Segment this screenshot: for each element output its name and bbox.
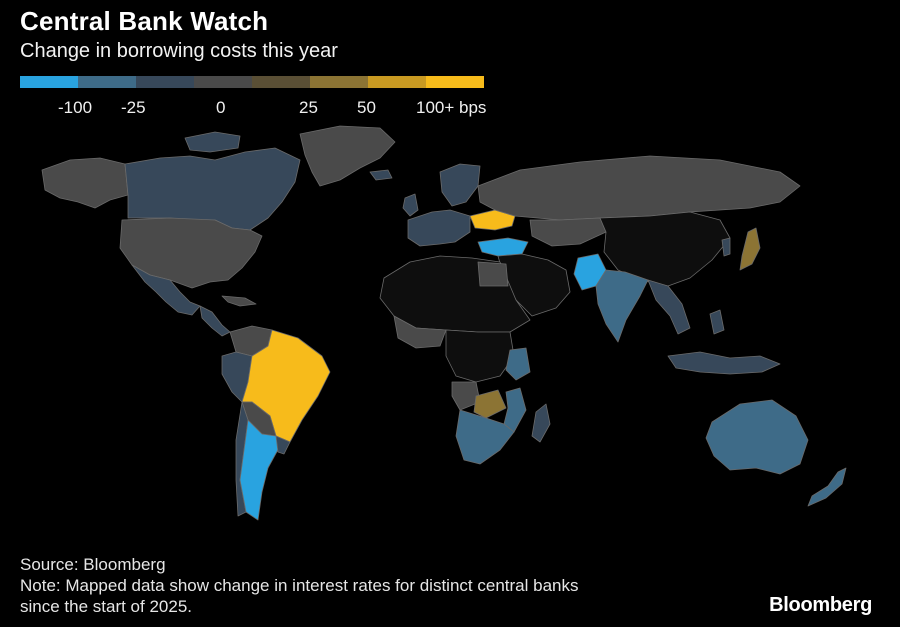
country-west-africa	[393, 315, 447, 349]
legend-swatch-2	[78, 76, 136, 88]
legend-swatch-8	[426, 76, 484, 88]
country-japan	[739, 227, 761, 271]
legend-label-25: 25	[299, 98, 318, 117]
bloomberg-logo: Bloomberg	[769, 594, 872, 616]
country-central-america	[199, 305, 231, 337]
country-korea	[721, 237, 731, 257]
country-scandinavia	[439, 163, 481, 207]
world-map	[41, 125, 847, 521]
legend-swatch-3	[136, 76, 194, 88]
country-china-mongolia	[599, 211, 731, 287]
country-russia	[477, 155, 801, 221]
legend-swatch-1	[20, 76, 78, 88]
country-southeast-asia	[647, 279, 691, 335]
legend-swatch-7	[368, 76, 426, 88]
legend-swatch-4	[194, 76, 252, 88]
country-uruguay	[275, 435, 291, 455]
country-caribbean	[221, 295, 257, 307]
footer-note-line-1: Note: Mapped data show change in interes…	[20, 576, 579, 595]
country-mexico	[131, 264, 201, 316]
country-central-africa	[445, 329, 515, 383]
country-greenland	[299, 125, 396, 187]
country-australia	[705, 399, 809, 475]
country-uk	[402, 193, 419, 217]
color-scale-legend	[20, 76, 484, 88]
country-iceland	[369, 169, 393, 181]
country-kenya	[505, 347, 531, 381]
country-western-europe	[407, 209, 471, 247]
chart-title: Central Bank Watch	[20, 6, 269, 36]
country-zambia	[473, 389, 507, 419]
country-philippines	[709, 309, 725, 335]
country-madagascar	[531, 403, 551, 443]
country-egypt	[477, 261, 509, 287]
chart-subtitle: Change in borrowing costs this year	[20, 40, 338, 62]
country-argentina	[239, 419, 281, 521]
country-angola	[451, 381, 481, 411]
legend-label-minus-100: -100	[58, 98, 93, 117]
country-alaska	[41, 157, 129, 209]
legend-label-50: 50	[357, 98, 376, 117]
country-indonesia	[667, 351, 781, 375]
footer-note-line-2: since the start of 2025.	[20, 597, 192, 616]
country-southern-africa	[455, 409, 515, 465]
country-canadian-arctic	[184, 131, 241, 153]
legend-swatch-6	[310, 76, 368, 88]
country-india	[595, 269, 649, 343]
legend-label-100-plus: 100+ bps	[416, 98, 487, 117]
legend-label-minus-25: -25	[121, 98, 146, 117]
country-mozambique	[503, 387, 527, 433]
country-kazakhstan	[529, 217, 607, 247]
country-new-zealand	[807, 467, 847, 507]
footer-source: Source: Bloomberg	[20, 555, 166, 574]
country-canada	[124, 147, 301, 231]
country-turkey	[477, 237, 529, 257]
legend-swatch-5	[252, 76, 310, 88]
legend-label-zero: 0	[216, 98, 226, 117]
